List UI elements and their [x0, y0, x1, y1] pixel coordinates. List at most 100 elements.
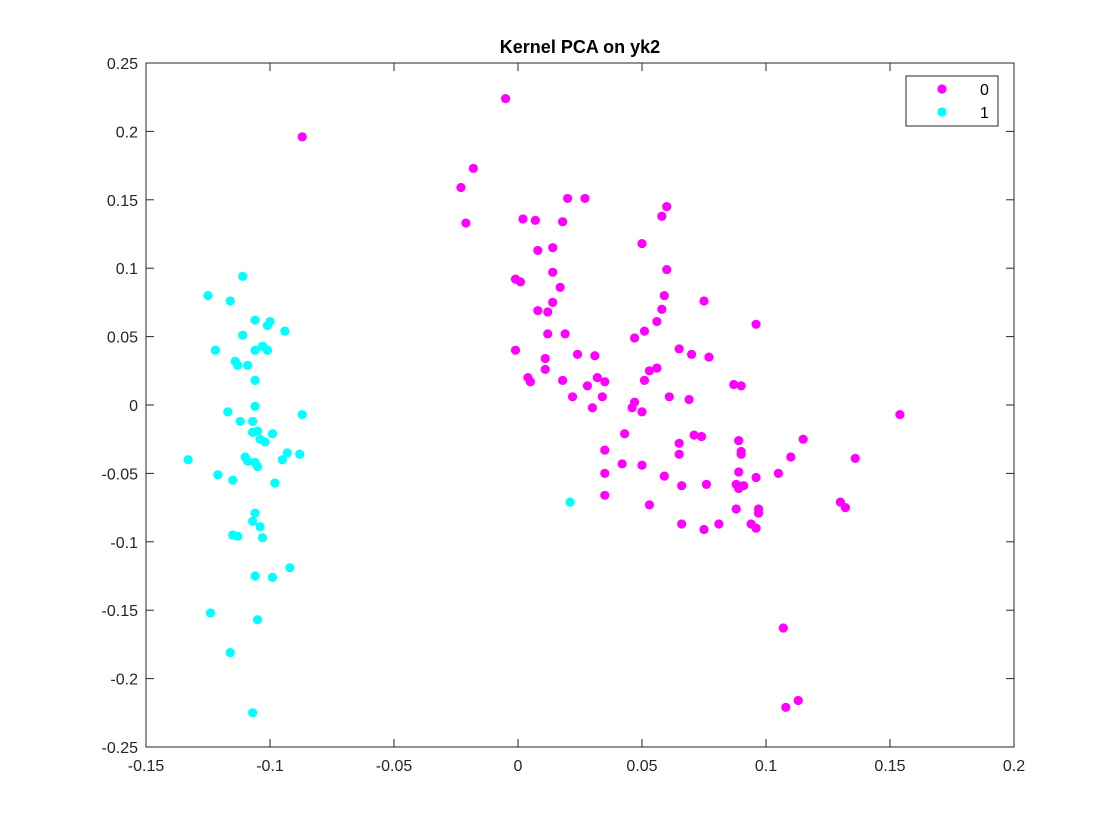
data-point-series-0 [657, 211, 667, 221]
plot-area [145, 62, 1015, 748]
data-point-series-0 [525, 377, 536, 387]
data-point-series-0 [677, 481, 687, 491]
data-point-series-0 [600, 445, 610, 455]
data-point-series-1 [262, 321, 273, 331]
data-point-series-1 [248, 516, 258, 526]
chart-title: Kernel PCA on yk2 [500, 37, 660, 57]
legend-label: 0 [980, 82, 989, 99]
data-point-series-0 [699, 524, 709, 535]
data-point-series-0 [701, 479, 712, 489]
data-point-series-0 [620, 429, 630, 439]
data-point-series-1 [262, 345, 273, 355]
data-point-series-0 [592, 373, 602, 383]
x-tick-label: 0.1 [755, 758, 777, 775]
data-point-series-0 [563, 193, 573, 204]
data-point-series-1 [282, 448, 292, 458]
data-point-series-1 [285, 563, 295, 573]
legend-marker [937, 84, 947, 94]
data-point-series-0 [731, 504, 741, 514]
y-tick-label: -0.25 [102, 740, 139, 757]
legend-marker [937, 107, 947, 117]
data-point-series-0 [644, 366, 655, 376]
x-tick-label: 0.2 [1003, 758, 1025, 775]
data-point-series-0 [674, 449, 684, 459]
data-point-series-1 [277, 455, 287, 465]
data-points [183, 93, 905, 718]
data-point-series-0 [895, 409, 905, 420]
data-point-series-0 [773, 468, 784, 478]
data-point-series-0 [637, 407, 647, 417]
data-point-series-0 [657, 304, 667, 314]
data-point-series-0 [543, 329, 553, 339]
data-point-series-0 [548, 243, 558, 253]
data-point-series-0 [734, 467, 744, 477]
data-point-series-0 [786, 452, 796, 462]
data-point-series-1 [183, 455, 193, 465]
data-point-series-0 [627, 403, 637, 413]
data-point-series-1 [257, 533, 268, 543]
data-point-series-0 [840, 503, 850, 513]
data-point-series-0 [637, 460, 647, 470]
legend: 01 [905, 75, 999, 127]
data-point-series-1 [250, 401, 260, 411]
data-point-series-0 [600, 377, 610, 387]
data-point-series-0 [734, 435, 744, 446]
data-point-series-1 [270, 478, 280, 488]
data-point-series-0 [533, 245, 543, 256]
data-point-series-0 [798, 434, 808, 444]
data-point-series-0 [558, 217, 568, 227]
data-point-series-0 [530, 215, 540, 225]
data-point-series-0 [456, 182, 466, 193]
data-point-series-0 [793, 695, 803, 706]
data-point-series-0 [652, 363, 662, 373]
data-point-series-1 [295, 449, 305, 459]
data-point-series-1 [243, 456, 253, 466]
data-point-series-0 [664, 392, 674, 402]
data-point-series-1 [210, 345, 221, 355]
data-point-series-1 [267, 429, 278, 439]
data-point-series-0 [781, 702, 791, 712]
data-point-series-1 [238, 271, 248, 282]
data-point-series-1 [213, 470, 223, 480]
data-point-series-1 [253, 426, 263, 436]
data-point-series-0 [297, 132, 307, 142]
data-point-series-0 [540, 353, 550, 364]
data-point-series-0 [751, 319, 761, 329]
data-point-series-0 [597, 392, 607, 402]
y-tick-label: 0.05 [107, 330, 138, 347]
data-point-series-1 [203, 290, 213, 301]
x-tick-label: -0.05 [376, 758, 413, 775]
data-point-series-1 [297, 409, 307, 420]
y-tick-label: 0.2 [116, 124, 138, 141]
data-point-series-0 [468, 163, 478, 173]
x-tick-label: 0.15 [874, 758, 905, 775]
data-point-series-1 [267, 572, 278, 582]
data-point-series-0 [600, 468, 610, 478]
data-point-series-0 [543, 307, 553, 317]
data-point-series-1 [565, 497, 575, 507]
data-point-series-0 [582, 381, 593, 391]
data-point-series-0 [501, 93, 511, 104]
data-point-series-0 [652, 316, 662, 327]
data-point-series-0 [629, 333, 640, 343]
x-tick-label: 0.05 [626, 758, 657, 775]
data-point-series-0 [736, 446, 746, 457]
y-tick-label: -0.15 [102, 603, 139, 620]
data-point-series-0 [639, 375, 650, 385]
data-point-series-0 [572, 349, 583, 359]
data-point-series-0 [548, 297, 558, 307]
data-point-series-0 [677, 519, 687, 529]
data-point-series-0 [699, 296, 709, 306]
data-point-series-0 [548, 267, 558, 277]
legend-box [905, 75, 999, 127]
data-point-series-0 [617, 459, 627, 469]
data-point-series-0 [637, 238, 647, 249]
data-point-series-0 [558, 375, 568, 385]
data-point-series-1 [205, 608, 216, 618]
data-point-series-1 [223, 407, 233, 417]
data-point-series-0 [753, 508, 764, 518]
data-point-series-0 [461, 218, 471, 228]
data-point-series-0 [714, 519, 724, 529]
y-tick-label: 0 [129, 398, 138, 415]
